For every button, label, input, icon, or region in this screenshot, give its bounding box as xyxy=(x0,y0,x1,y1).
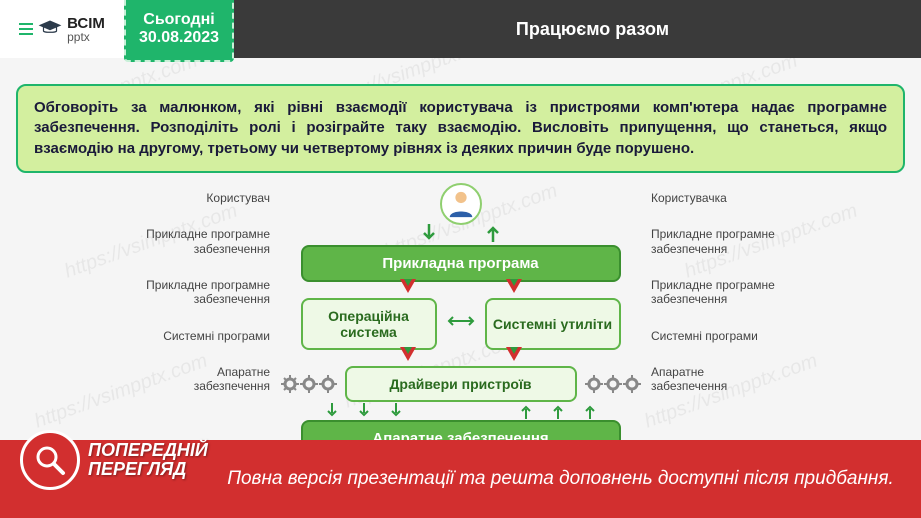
small-arrows-icon xyxy=(521,403,595,419)
box-app: Прикладна програма xyxy=(301,245,621,282)
preview-line2: ПЕРЕГЛЯД xyxy=(88,460,208,479)
preview-badge-text: ПОПЕРЕДНІЙ ПЕРЕГЛЯД xyxy=(88,441,208,479)
side-labels-left: Користувач Прикладне програмне забезпече… xyxy=(140,191,270,394)
side-label: Користувач xyxy=(140,191,270,205)
preview-banner-text: Повна версія презентації та решта доповн… xyxy=(227,467,894,492)
side-label: Прикладне програмне забезпечення xyxy=(140,278,270,307)
side-label: Апаратне забезпечення xyxy=(651,365,781,394)
logo-text-bottom: pptx xyxy=(67,31,105,43)
side-labels-right: Користувачка Прикладне програмне забезпе… xyxy=(651,191,781,394)
box-os: Операційна система xyxy=(301,298,437,350)
side-label: Апаратне забезпечення xyxy=(140,365,270,394)
side-label: Користувачка xyxy=(651,191,781,205)
arrow-row xyxy=(422,227,500,245)
small-arrows-icon xyxy=(327,403,401,419)
logo-text-top: ВСІМ xyxy=(67,16,105,31)
gears-right-icon xyxy=(585,375,641,393)
diagram-center: Прикладна програма Операційна система Си… xyxy=(291,183,631,457)
preview-badge: ПОПЕРЕДНІЙ ПЕРЕГЛЯД xyxy=(20,430,208,490)
side-label: Прикладне програмне забезпечення xyxy=(651,278,781,307)
magnifier-icon xyxy=(20,430,80,490)
date-badge: Сьогодні 30.08.2023 xyxy=(124,0,234,62)
tri-row xyxy=(400,350,522,366)
tri-row xyxy=(400,282,522,298)
side-label: Прикладне програмне забезпечення xyxy=(140,227,270,256)
date-value: 30.08.2023 xyxy=(139,29,219,47)
graduation-cap-icon xyxy=(37,18,63,41)
gears-left-icon xyxy=(281,375,337,393)
logo-text: ВСІМ pptx xyxy=(67,16,105,43)
side-label: Прикладне програмне забезпечення xyxy=(651,227,781,256)
logo: ВСІМ pptx xyxy=(0,0,124,58)
box-drivers: Драйвери пристроїв xyxy=(345,366,577,402)
box-util: Системні утиліти xyxy=(485,298,621,350)
today-label: Сьогодні xyxy=(143,11,214,29)
arrow-bidir-icon xyxy=(447,314,475,333)
page-title: Працюємо разом xyxy=(124,19,921,40)
side-label: Системні програми xyxy=(651,329,781,343)
os-util-row: Операційна система Системні утиліти xyxy=(301,298,621,350)
logo-lines-icon xyxy=(19,23,33,35)
drivers-row: Драйвери пристроїв xyxy=(281,366,641,402)
preview-line1: ПОПЕРЕДНІЙ xyxy=(88,441,208,460)
task-box: Обговоріть за малюнком, які рівні взаємо… xyxy=(16,84,905,173)
user-icon xyxy=(440,183,482,225)
arrow-row xyxy=(327,402,595,420)
side-label: Системні програми xyxy=(140,329,270,343)
